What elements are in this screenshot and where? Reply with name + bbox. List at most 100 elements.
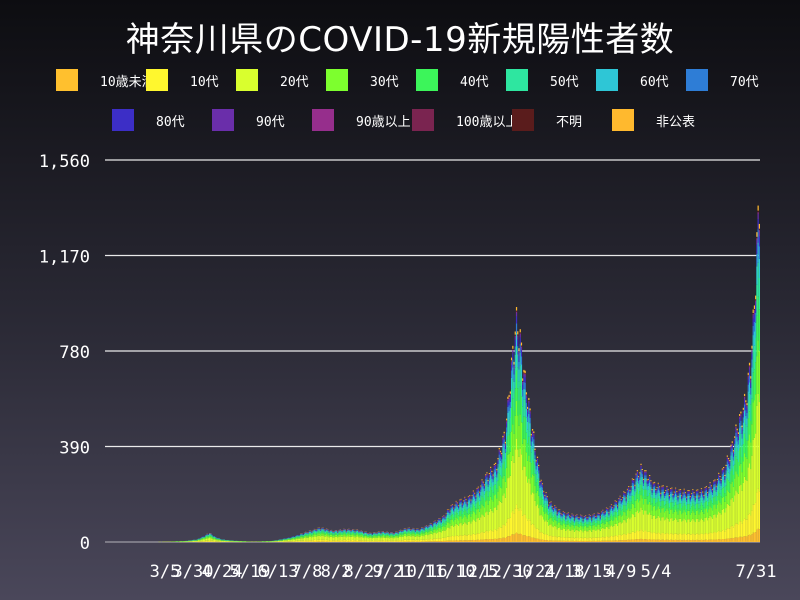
bar-segment	[646, 486, 648, 491]
bar-segment	[709, 539, 711, 542]
bar-segment	[353, 531, 355, 533]
bar-segment	[388, 536, 391, 539]
bar-segment	[344, 529, 346, 531]
bar-segment	[640, 465, 642, 467]
bar-segment	[331, 531, 333, 532]
bar-segment	[291, 538, 293, 540]
bar-segment	[615, 540, 617, 542]
bar-segment	[340, 533, 343, 535]
y-tick-label: 780	[59, 343, 90, 363]
bar-segment	[425, 526, 428, 528]
bar-segment	[580, 515, 582, 517]
bar-segment	[416, 541, 418, 542]
bar-segment	[327, 530, 329, 531]
bar-segment	[395, 533, 397, 535]
bar-segment	[594, 530, 597, 538]
bar-segment	[474, 498, 476, 502]
bar-segment	[400, 536, 402, 541]
x-tick-label: 3/30	[173, 562, 214, 582]
bar-segment	[467, 504, 470, 509]
bar-segment	[719, 478, 721, 481]
bar-segment	[624, 534, 626, 541]
bar-segment	[491, 475, 493, 479]
bar-segment	[708, 489, 710, 492]
bar-segment	[522, 380, 524, 382]
bar-segment	[476, 491, 478, 494]
bar-segment	[578, 538, 581, 542]
bar-segment	[597, 513, 599, 515]
bar-segment	[462, 505, 465, 508]
bar-segment	[697, 493, 699, 496]
bar-segment	[413, 534, 415, 537]
bar-segment	[647, 478, 650, 480]
bar-segment	[663, 520, 666, 535]
bar-segment	[687, 519, 689, 534]
bar-segment	[301, 540, 303, 542]
bar-segment	[208, 533, 211, 535]
bar-segment	[672, 494, 674, 495]
bar-segment	[709, 498, 711, 507]
bar-segment	[327, 541, 329, 542]
bar-segment	[501, 455, 503, 457]
bar-segment	[502, 435, 504, 438]
bar-segment	[581, 530, 583, 538]
bar-segment	[512, 510, 514, 535]
bar-segment	[546, 521, 548, 535]
bar-segment	[290, 538, 292, 540]
bar-segment	[570, 530, 572, 538]
bar-segment	[721, 471, 724, 474]
bar-segment	[392, 534, 394, 535]
bar-segment	[645, 530, 647, 540]
bar-segment	[698, 500, 700, 504]
bar-segment	[730, 526, 732, 539]
bar-segment	[703, 496, 705, 497]
bar-segment	[510, 534, 513, 542]
bar-segment	[540, 490, 542, 497]
bar-segment	[421, 528, 423, 530]
bar-segment	[467, 540, 470, 542]
bar-segment	[700, 490, 703, 493]
bar-segment	[369, 535, 371, 537]
bar-segment	[653, 483, 656, 485]
bar-segment	[367, 536, 370, 539]
bar-segment	[732, 501, 735, 528]
bar-segment	[657, 482, 659, 484]
bar-segment	[670, 509, 672, 519]
bar-segment	[295, 536, 297, 538]
bar-segment	[374, 536, 376, 538]
bar-segment	[406, 531, 408, 534]
bar-segment	[688, 519, 690, 534]
bar-segment	[211, 536, 213, 538]
bar-segment	[703, 496, 705, 499]
bar-segment	[440, 524, 442, 527]
bar-segment	[444, 540, 446, 542]
bar-segment	[565, 519, 567, 522]
bar-segment	[509, 432, 511, 452]
bar-segment	[651, 533, 653, 540]
bar-segment	[615, 517, 617, 524]
bar-segment	[567, 524, 569, 529]
bar-segment	[419, 532, 421, 535]
bar-segment	[584, 522, 587, 526]
bar-segment	[509, 408, 511, 418]
bar-segment	[396, 534, 398, 536]
bar-segment	[404, 541, 407, 542]
bar-segment	[434, 526, 436, 530]
bar-segment	[466, 535, 468, 541]
bar-segment	[385, 540, 387, 542]
bar-segment	[693, 512, 695, 521]
bar-segment	[344, 532, 346, 535]
bar-segment	[441, 530, 444, 538]
bar-segment	[692, 510, 694, 519]
bar-segment	[677, 521, 679, 535]
bar-segment	[634, 539, 636, 542]
bar-segment	[679, 491, 682, 493]
bar-segment	[705, 490, 707, 493]
bar-segment	[571, 514, 573, 516]
bar-segment	[407, 529, 409, 531]
bar-segment	[387, 534, 389, 537]
bar-segment	[730, 483, 732, 500]
bar-segment	[316, 531, 318, 532]
bar-segment	[386, 532, 388, 534]
bar-segment	[460, 523, 462, 536]
